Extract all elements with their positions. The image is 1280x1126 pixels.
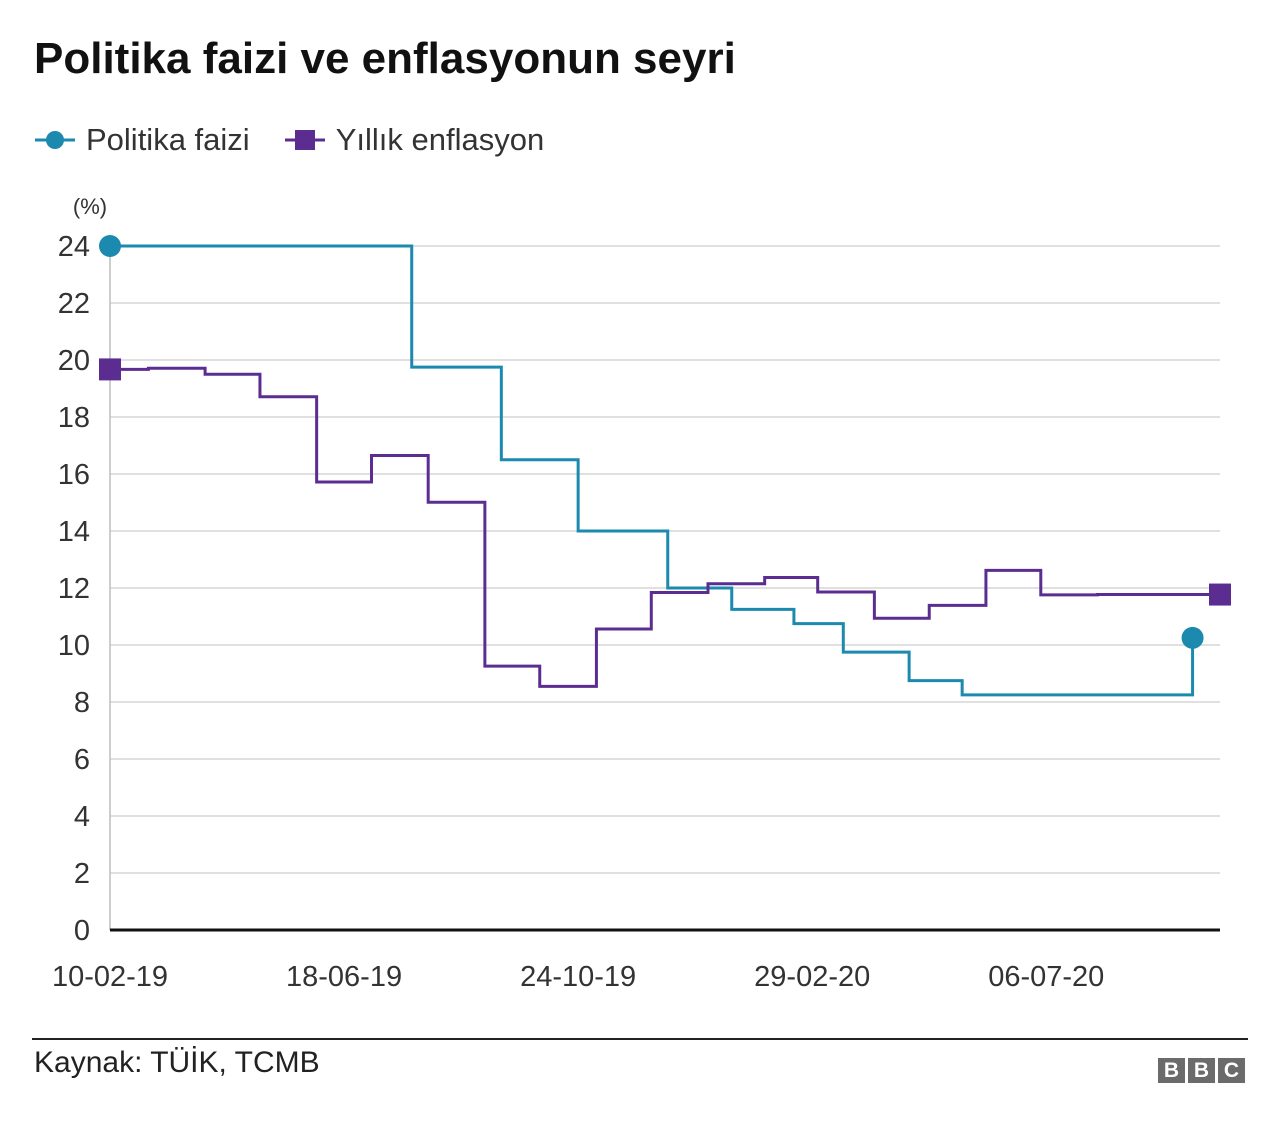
legend: Politika faizi Yıllık enflasyon [34, 118, 578, 162]
y-tick-label: 18 [58, 402, 90, 434]
y-tick-label: 0 [74, 915, 90, 947]
legend-label-policy-rate: Politika faizi [86, 122, 250, 157]
bbc-logo: B B C [1158, 1058, 1245, 1083]
y-tick-label: 20 [58, 345, 90, 377]
x-tick-label: 10-02-19 [52, 961, 168, 993]
y-tick-label: 8 [74, 687, 90, 719]
footer-divider [32, 1038, 1248, 1040]
inflation-start-marker [99, 358, 121, 381]
y-tick-label: 14 [58, 516, 90, 548]
legend-label-inflation: Yıllık enflasyon [335, 122, 545, 157]
y-tick-label: 24 [58, 231, 90, 263]
chart-title: Politika faizi ve enflasyonun seyri [34, 34, 736, 83]
y-tick-label: 10 [58, 630, 90, 662]
policy-rate-start-marker [99, 235, 121, 257]
x-tick-label: 18-06-19 [286, 961, 402, 993]
x-tick-label: 06-07-20 [988, 961, 1104, 993]
inflation-line [110, 366, 1220, 688]
legend-circle-marker-icon [35, 131, 75, 149]
policy-rate-line [110, 244, 1195, 697]
x-tick-label: 24-10-19 [520, 961, 636, 993]
y-tick-label: 2 [74, 858, 90, 890]
y-tick-label: 12 [58, 573, 90, 605]
logo-letter: B [1158, 1058, 1185, 1083]
policy-rate-end-marker [1181, 626, 1204, 649]
x-tick-label: 29-02-20 [754, 961, 870, 993]
y-axis-label: (%) [73, 194, 107, 219]
y-tick-label: 6 [74, 744, 90, 776]
y-tick-label: 4 [74, 801, 90, 833]
y-tick-label: 22 [58, 288, 90, 320]
legend-square-marker-icon [284, 130, 325, 150]
source-note: Kaynak: TÜİK, TCMB [34, 1046, 320, 1079]
logo-letter: C [1218, 1058, 1245, 1083]
y-tick-label: 16 [58, 459, 90, 491]
logo-letter: B [1188, 1058, 1215, 1083]
legend-item-inflation: Yıllık enflasyon [284, 122, 545, 158]
inflation-end-marker [1209, 583, 1231, 606]
legend-item-policy-rate: Politika faizi [34, 122, 250, 158]
